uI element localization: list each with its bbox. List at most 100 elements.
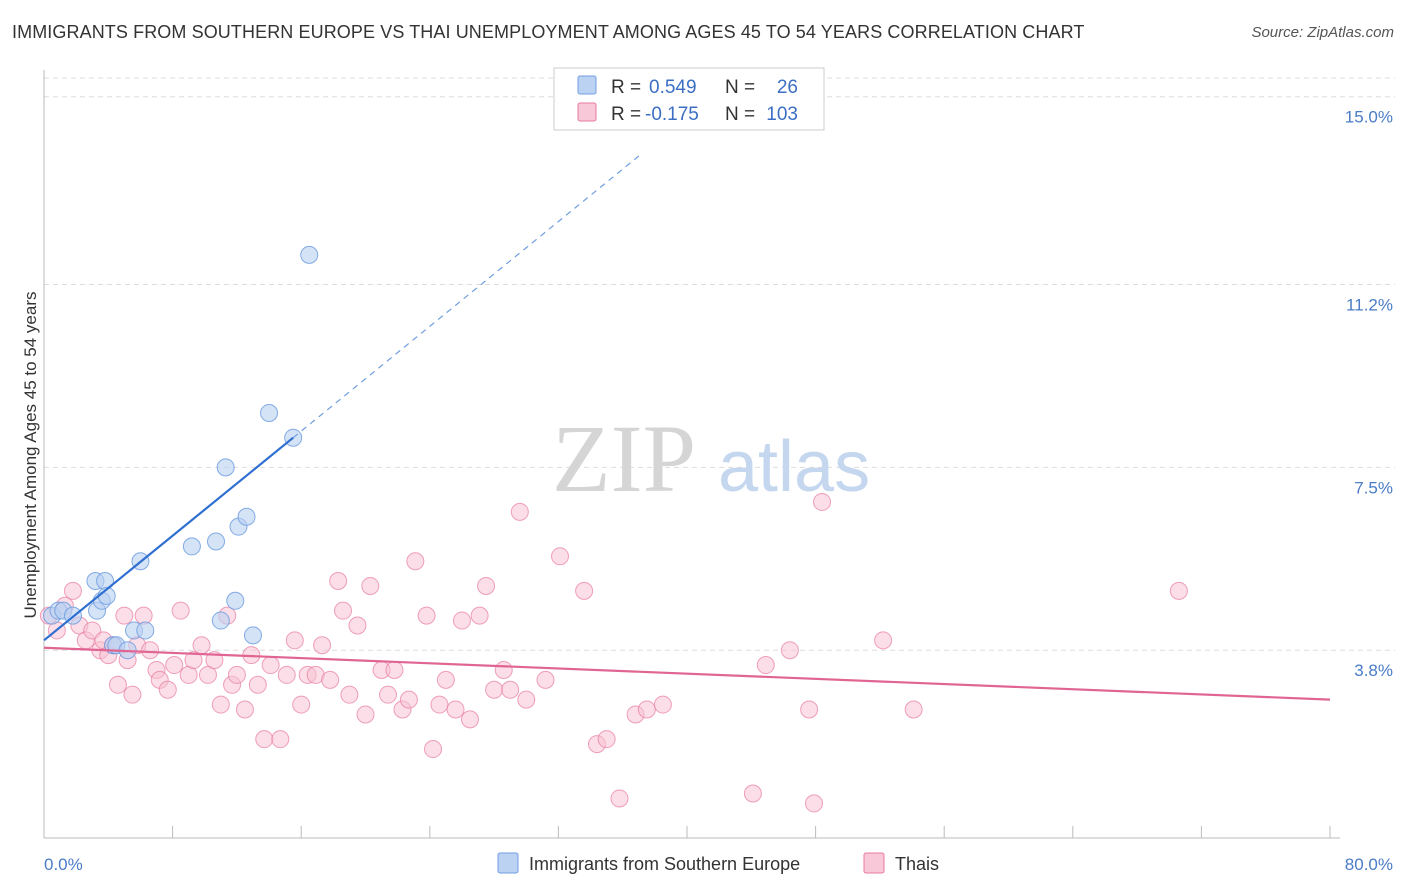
legend-r-label-pink: R =: [611, 104, 641, 125]
southern-europe-point: [207, 532, 226, 551]
southern-europe-point: [260, 403, 279, 422]
legend-r-value-pink: -0.175: [645, 104, 699, 125]
thais-point: [756, 656, 775, 675]
southern-europe-point: [182, 537, 201, 556]
thais-point: [134, 606, 153, 625]
thais-point: [477, 576, 496, 595]
thais-point: [575, 581, 594, 600]
southern-europe-point: [237, 507, 256, 526]
thais-point: [470, 606, 489, 625]
thais-point: [292, 695, 311, 714]
thais-point: [430, 695, 449, 714]
thais-point: [340, 685, 359, 704]
southern-europe-point: [216, 458, 235, 477]
thais-point: [485, 680, 504, 699]
series-legend-swatch-pink: [863, 852, 885, 874]
thais-point: [227, 665, 246, 684]
thais-point: [348, 616, 367, 635]
legend-swatch-blue: [577, 75, 597, 95]
watermark-zip: ZIP: [552, 405, 696, 512]
thais-point: [63, 581, 82, 600]
y-tick-label: 3.8%: [1354, 661, 1393, 680]
thais-point: [399, 690, 418, 709]
thais-point: [385, 660, 404, 679]
thais-point: [261, 656, 280, 675]
thais-point: [356, 705, 375, 724]
thais-point: [329, 572, 348, 591]
y-tick-label: 11.2%: [1346, 296, 1393, 315]
thais-point: [277, 665, 296, 684]
series-legend-label-blue: Immigrants from Southern Europe: [529, 854, 800, 874]
thais-point: [510, 502, 529, 521]
legend-n-value-blue: 26: [777, 77, 798, 98]
thais-point: [141, 641, 160, 660]
southern-europe-trend-extension: [292, 155, 640, 439]
thais-point: [333, 601, 352, 620]
y-axis-label: Unemployment Among Ages 45 to 54 years: [21, 292, 40, 619]
thais-point: [597, 730, 616, 749]
thais-point: [536, 670, 555, 689]
legend-r-label-blue: R =: [611, 77, 641, 98]
southern-europe-points: [43, 245, 319, 660]
y-tick-label: 7.5%: [1354, 478, 1393, 497]
thais-point: [494, 660, 513, 679]
southern-europe-point: [243, 626, 262, 645]
thais-point: [653, 695, 672, 714]
thais-point: [235, 700, 254, 719]
legend-n-value-pink: 103: [766, 104, 798, 125]
southern-europe-point: [300, 245, 319, 264]
thais-point: [406, 552, 425, 571]
x-axis-ticks: [172, 826, 1331, 838]
thais-point: [904, 700, 923, 719]
thais-point: [551, 547, 570, 566]
southern-europe-trend-line: [43, 436, 294, 642]
y-tick-label: 15.0%: [1345, 108, 1393, 127]
thais-point: [285, 631, 304, 650]
thais-point: [165, 656, 184, 675]
thais-point: [452, 611, 471, 630]
thais-point: [743, 784, 762, 803]
thais-point: [211, 695, 230, 714]
thais-point: [171, 601, 190, 620]
legend-n-label-blue: N =: [725, 77, 755, 98]
stats-legend: R = 0.549 N = 26 R = -0.175 N = 103: [553, 67, 825, 131]
legend-r-value-blue: 0.549: [649, 77, 697, 98]
thais-point: [115, 606, 134, 625]
thais-point: [1169, 581, 1188, 600]
watermark-atlas: atlas: [718, 427, 870, 507]
thais-point: [255, 730, 274, 749]
x-tick-label-min: 0.0%: [44, 855, 83, 874]
thais-point: [874, 631, 893, 650]
legend-n-label-pink: N =: [725, 104, 755, 125]
chart-title: IMMIGRANTS FROM SOUTHERN EUROPE VS THAI …: [12, 22, 1085, 42]
legend-swatch-pink: [577, 102, 597, 122]
thais-point: [804, 794, 823, 813]
thais-point: [313, 636, 332, 655]
thais-point: [417, 606, 436, 625]
thais-point: [158, 680, 177, 699]
y-tick-labels: 3.8% 7.5% 11.2% 15.0%: [1345, 108, 1393, 680]
thais-point: [248, 675, 267, 694]
thais-point: [271, 730, 290, 749]
thais-point: [800, 700, 819, 719]
thais-point: [446, 700, 465, 719]
series-legend-label-pink: Thais: [895, 854, 939, 874]
thais-point: [379, 685, 398, 704]
stats-legend-box: [553, 67, 825, 131]
thais-point: [501, 680, 520, 699]
thais-point: [436, 670, 455, 689]
thais-point: [361, 576, 380, 595]
thais-point: [460, 710, 479, 729]
thais-point: [637, 700, 656, 719]
series-legend: Immigrants from Southern Europe Thais: [497, 852, 939, 874]
thais-point: [813, 492, 832, 511]
thais-point: [321, 670, 340, 689]
series-legend-swatch-blue: [497, 852, 519, 874]
thais-point: [610, 789, 629, 808]
gridlines: [44, 77, 1395, 651]
thais-point: [517, 690, 536, 709]
southern-europe-point: [211, 611, 230, 630]
southern-europe-point: [136, 621, 155, 640]
source-label: Source: ZipAtlas.com: [1251, 24, 1394, 41]
